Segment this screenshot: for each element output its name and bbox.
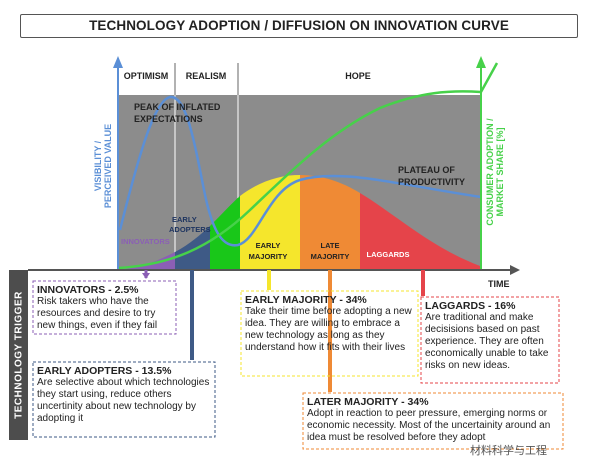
segment-green bbox=[210, 196, 240, 270]
segment-label-laggards: LAGGARDS bbox=[367, 250, 410, 259]
box-border-early-adopters bbox=[32, 361, 216, 438]
innovators-box: INNOVATORS - 2.5% Risk takers who have t… bbox=[33, 281, 176, 335]
later-majority-box: LATER MAJORITY - 34% Adopt in reaction t… bbox=[303, 393, 563, 447]
segment-innovators bbox=[118, 252, 175, 270]
plateau-label-line1: PLATEAU OF bbox=[398, 165, 455, 175]
peak-label-line2: EXPECTATIONS bbox=[134, 114, 203, 124]
phase-optimism: OPTIMISM bbox=[124, 71, 169, 81]
phase-realism: REALISM bbox=[186, 71, 227, 81]
technology-trigger-label: TECHNOLOGY TRIGGER bbox=[13, 291, 24, 419]
segment-label-late-majority-1: LATE bbox=[320, 241, 339, 250]
early-majority-heading: EARLY MAJORITY - 34% bbox=[245, 294, 367, 306]
watermark: 材料科学与工程 bbox=[470, 445, 547, 457]
box-border-early-majority bbox=[240, 290, 419, 377]
y-right-label-1: CONSUMER ADOPTION / bbox=[485, 118, 495, 226]
segment-label-innovators: INNOVATORS bbox=[121, 237, 170, 246]
segment-label-early-adopters-1: EARLY bbox=[172, 215, 197, 224]
early-majority-text: Take their time before adopting a new id… bbox=[245, 306, 412, 353]
segment-early-majority bbox=[240, 175, 300, 270]
segment-label-early-majority-2: MAJORITY bbox=[249, 252, 288, 261]
early-adopters-heading: EARLY ADOPTERS - 13.5% bbox=[37, 365, 172, 377]
later-majority-text: Adopt in reaction to peer pressure, emer… bbox=[307, 408, 551, 443]
segment-laggards bbox=[360, 193, 480, 270]
x-axis-label: TIME bbox=[488, 279, 510, 289]
plateau-label-line2: PRODUCTIVITY bbox=[398, 177, 465, 187]
peak-label-line1: PEAK OF INFLATED bbox=[134, 102, 221, 112]
segment-label-early-majority-1: EARLY bbox=[256, 241, 281, 250]
phase-hope: HOPE bbox=[345, 71, 371, 81]
box-border-later-majority bbox=[302, 392, 564, 450]
technology-trigger-bar: TECHNOLOGY TRIGGER bbox=[9, 270, 28, 440]
later-majority-heading: LATER MAJORITY - 34% bbox=[307, 396, 429, 408]
box-border-innovators bbox=[32, 280, 177, 335]
diagram-title: TECHNOLOGY ADOPTION / DIFFUSION ON INNOV… bbox=[20, 14, 578, 38]
segment-late-majority bbox=[300, 175, 360, 270]
box-border-laggards bbox=[420, 296, 560, 384]
innovators-heading: INNOVATORS - 2.5% bbox=[37, 284, 139, 296]
laggards-box: LAGGARDS - 16% Are traditional and make … bbox=[421, 297, 559, 375]
y-left-label-2: PERCEIVED VALUE bbox=[103, 124, 113, 208]
laggards-text: Are traditional and make decisisions bas… bbox=[425, 312, 549, 371]
segment-label-early-adopters-2: ADOPTERS bbox=[169, 225, 211, 234]
innovators-text: Risk takers who have the resources and d… bbox=[37, 296, 158, 331]
laggards-heading: LAGGARDS - 16% bbox=[425, 300, 516, 312]
adoption-curve bbox=[117, 62, 499, 270]
y-right-label-2: MARKET SHARE [%] bbox=[495, 127, 505, 216]
segment-early-adopters bbox=[175, 226, 210, 270]
y-left-label-1: VISIBILITY / bbox=[93, 140, 103, 191]
hype-cycle-curve bbox=[118, 95, 482, 247]
phase-header-band bbox=[118, 63, 481, 95]
segment-label-late-majority-2: MAJORITY bbox=[311, 252, 350, 261]
early-adopters-box: EARLY ADOPTERS - 13.5% Are selective abo… bbox=[33, 362, 215, 428]
early-majority-box: EARLY MAJORITY - 34% Take their time bef… bbox=[241, 291, 418, 357]
early-adopters-text: Are selective about which technologies t… bbox=[37, 377, 210, 424]
